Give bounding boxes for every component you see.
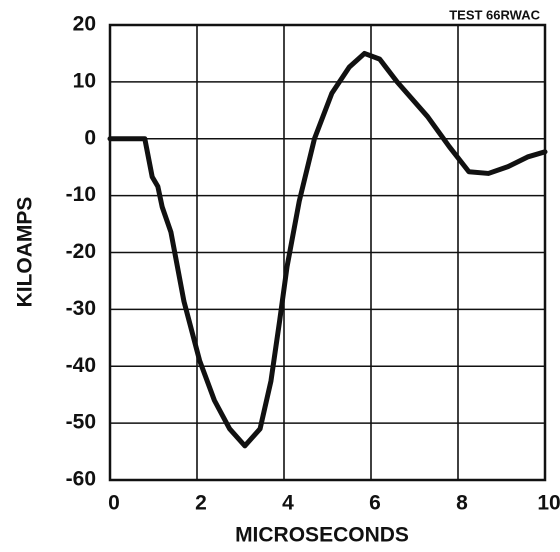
y-tick-label: -50 (66, 411, 96, 434)
x-tick-label: 10 (537, 492, 560, 515)
y-tick-label: -40 (66, 354, 96, 377)
annotation: TEST 66RWAC (449, 7, 540, 22)
x-tick-label: 8 (456, 492, 468, 515)
y-tick-label: -60 (66, 468, 96, 491)
y-tick-label: -10 (66, 183, 96, 206)
x-tick-label: 2 (195, 492, 207, 515)
x-axis-label: MICROSECONDS (235, 524, 409, 547)
x-tick-label: 6 (369, 492, 381, 515)
y-tick-label: 10 (73, 69, 96, 92)
y-tick-label: -30 (66, 297, 96, 320)
y-tick-label: 0 (84, 126, 96, 149)
y-axis-label: KILOAMPS (14, 197, 37, 308)
y-tick-label: -20 (66, 240, 96, 263)
y-tick-label: 20 (73, 13, 96, 36)
data-line (107, 50, 548, 449)
x-tick-label: 4 (282, 492, 294, 515)
plot-frame (108, 23, 547, 482)
x-tick-label: 0 (108, 492, 120, 515)
